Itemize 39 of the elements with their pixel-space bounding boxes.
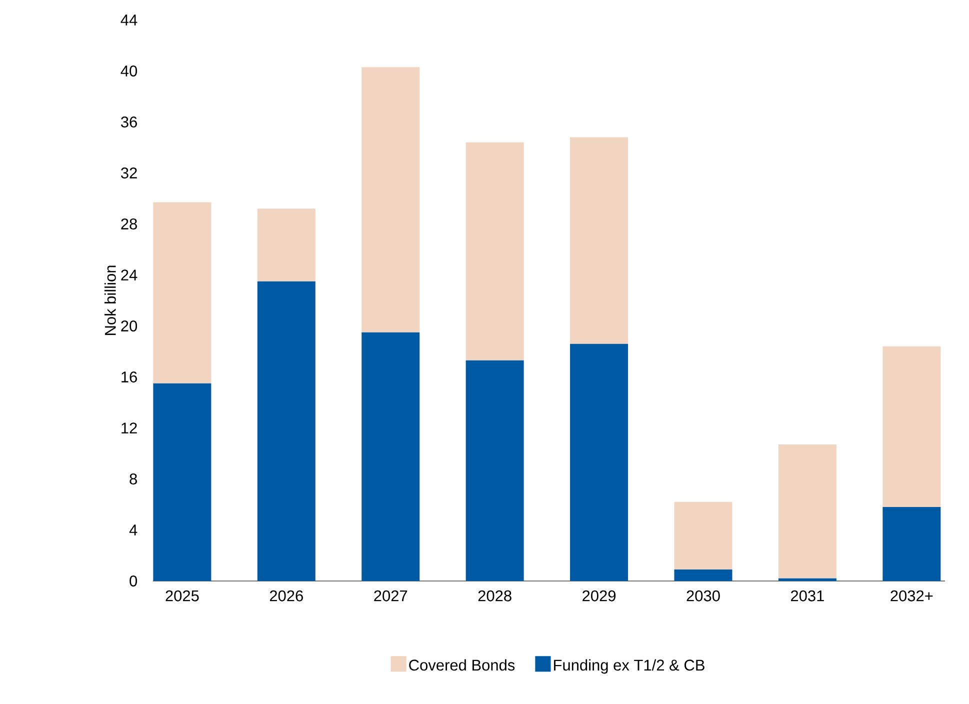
y-tick-label: 32 xyxy=(120,167,137,178)
bar xyxy=(570,137,628,344)
bar xyxy=(257,281,316,581)
x-tick-label: 2028 xyxy=(478,590,512,602)
y-tick-label: 8 xyxy=(130,473,137,484)
y-tick-label: 24 xyxy=(121,270,138,280)
x-tick-label: 2029 xyxy=(582,590,616,602)
y-tick-label: 12 xyxy=(122,422,137,434)
y-axis-title: Nok billion xyxy=(104,266,116,335)
bar xyxy=(153,383,212,581)
y-tick-label: 28 xyxy=(121,218,137,230)
bar xyxy=(674,502,732,570)
x-tick-label: 2026 xyxy=(270,590,303,602)
bar xyxy=(882,507,941,581)
bar xyxy=(153,202,212,384)
y-tick-label: 4 xyxy=(129,524,138,536)
bar xyxy=(778,444,836,578)
x-tick-label: 2025 xyxy=(166,590,199,602)
bar xyxy=(362,67,420,332)
legend-label: Funding ex T1/2 & CB xyxy=(554,659,704,674)
bar xyxy=(257,208,316,282)
y-tick-label: 0 xyxy=(130,575,138,586)
x-tick-label: 2032+ xyxy=(890,590,933,602)
bar xyxy=(466,142,524,360)
bar xyxy=(674,570,732,581)
x-tick-label: 2031 xyxy=(790,590,824,602)
legend-label: Covered Bonds xyxy=(409,659,515,671)
bar xyxy=(570,344,628,581)
bar xyxy=(362,332,420,581)
bar xyxy=(466,360,524,581)
y-tick-label: 36 xyxy=(120,116,137,128)
x-tick-label: 2027 xyxy=(374,590,408,602)
bar xyxy=(882,346,941,508)
y-tick-label: 44 xyxy=(120,14,138,26)
bar xyxy=(778,578,836,581)
x-tick-label: 2030 xyxy=(686,590,720,602)
y-tick-label: 20 xyxy=(121,320,138,332)
y-tick-label: 40 xyxy=(120,65,138,76)
y-tick-label: 16 xyxy=(122,371,137,382)
